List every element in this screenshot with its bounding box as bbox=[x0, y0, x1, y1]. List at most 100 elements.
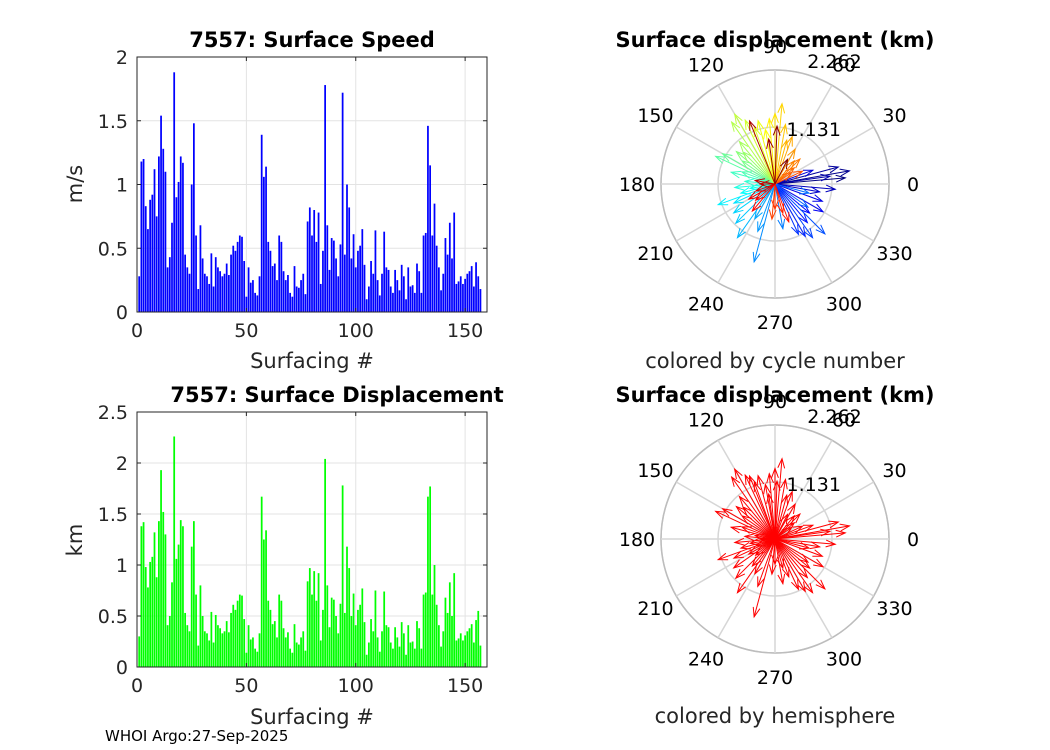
bar-93 bbox=[339, 603, 342, 667]
bar-133 bbox=[427, 125, 429, 312]
polar-angle-label: 60 bbox=[832, 409, 856, 431]
bar-8 bbox=[153, 532, 156, 667]
y-tick-label: 1.5 bbox=[98, 504, 128, 526]
bar-87 bbox=[326, 585, 329, 667]
y-tick-label: 1.5 bbox=[98, 111, 128, 133]
displacement-vector bbox=[774, 183, 824, 213]
displacement-vector bbox=[774, 538, 808, 578]
displacement-vector bbox=[771, 183, 776, 220]
polar-angle-label: 150 bbox=[637, 460, 673, 482]
bar-49 bbox=[243, 261, 246, 312]
bar-101 bbox=[357, 250, 359, 312]
bar-48 bbox=[241, 595, 243, 667]
bar-22 bbox=[184, 254, 186, 312]
speed-y-axis-label: m/s bbox=[63, 165, 87, 203]
bar-85 bbox=[322, 250, 324, 312]
bar-104 bbox=[363, 264, 366, 312]
bar-68 bbox=[284, 280, 287, 312]
bar-31 bbox=[203, 631, 206, 667]
vector-arrowhead bbox=[815, 579, 826, 590]
vector-arrowhead bbox=[780, 478, 788, 490]
polar-radius-label: 1.131 bbox=[787, 119, 841, 141]
vector-arrowhead bbox=[804, 582, 814, 594]
displacement-vector bbox=[738, 141, 776, 185]
bar-71 bbox=[291, 652, 294, 667]
bar-107 bbox=[370, 261, 372, 312]
polar-angle-label: 90 bbox=[763, 36, 787, 58]
bar-66 bbox=[280, 600, 283, 667]
displacement-vector bbox=[774, 183, 823, 202]
speed-bar-chart: 7557: Surface Speed 0 50 100 150 0 0.5 1 1.5 2 S… bbox=[63, 28, 488, 373]
bar-114 bbox=[385, 267, 388, 312]
bar-52 bbox=[249, 282, 252, 312]
bar-24 bbox=[188, 273, 191, 312]
displacement-vector bbox=[774, 538, 826, 590]
displacement-vector bbox=[768, 473, 776, 540]
bar-124 bbox=[407, 625, 410, 667]
bar-147 bbox=[457, 638, 460, 667]
bar-6 bbox=[149, 199, 151, 312]
displacement-vector bbox=[749, 120, 776, 185]
displacement-vector bbox=[774, 183, 813, 238]
vector-arrowhead bbox=[792, 525, 804, 534]
bar-129 bbox=[418, 628, 421, 667]
speed-chart-title: 7557: Surface Speed bbox=[189, 28, 435, 52]
vector-arrowhead bbox=[787, 147, 796, 160]
vector-arrowhead bbox=[785, 135, 793, 147]
bar-28 bbox=[197, 289, 200, 312]
bar-118 bbox=[394, 269, 396, 312]
bar-95 bbox=[343, 612, 346, 667]
bar-155 bbox=[475, 620, 477, 667]
bar-91 bbox=[335, 616, 337, 667]
bar-143 bbox=[448, 222, 451, 312]
displacement-vector bbox=[740, 538, 776, 549]
bar-81 bbox=[313, 571, 316, 667]
bar-11 bbox=[160, 115, 162, 313]
vector-arrowhead bbox=[721, 508, 733, 517]
bar-117 bbox=[392, 292, 394, 312]
bar-76 bbox=[302, 273, 305, 312]
bar-69 bbox=[287, 632, 289, 667]
bar-90 bbox=[333, 240, 335, 312]
bar-96 bbox=[346, 184, 348, 312]
vector-arrowhead bbox=[771, 111, 779, 124]
bar-19 bbox=[177, 181, 180, 312]
vector-arrowhead bbox=[757, 221, 765, 233]
bar-155 bbox=[475, 262, 477, 312]
bar-39 bbox=[221, 276, 224, 312]
bar-54 bbox=[254, 292, 256, 312]
bar-115 bbox=[387, 627, 390, 667]
bar-113 bbox=[383, 231, 386, 312]
bar-58 bbox=[263, 539, 265, 667]
vector-arrowhead bbox=[813, 558, 825, 568]
bar-25 bbox=[190, 184, 193, 312]
vector-arrowhead bbox=[790, 158, 801, 169]
bar-149 bbox=[462, 640, 464, 667]
bar-89 bbox=[330, 238, 333, 312]
vector-arrowhead bbox=[835, 529, 847, 538]
displacement-vector bbox=[757, 120, 776, 185]
polar-angle-label: 180 bbox=[619, 174, 655, 196]
bar-20 bbox=[179, 156, 182, 312]
x-tick-label: 50 bbox=[234, 675, 258, 697]
displacement-vector bbox=[757, 475, 776, 540]
displacement-x-axis-label: Surfacing # bbox=[250, 705, 374, 729]
bar-86 bbox=[324, 85, 326, 312]
bar-89 bbox=[330, 597, 333, 667]
displacement-vector bbox=[722, 153, 776, 185]
bar-77 bbox=[304, 294, 307, 312]
vector-arrowhead bbox=[747, 191, 759, 200]
vector-arrowhead bbox=[729, 170, 742, 179]
vector-arrowhead bbox=[798, 553, 810, 563]
displacement-vector bbox=[774, 538, 810, 549]
displacement-chart-title: 7557: Surface Displacement bbox=[170, 383, 503, 407]
displacement-vector bbox=[754, 538, 776, 575]
vector-arrowhead bbox=[820, 528, 832, 537]
bar-144 bbox=[451, 258, 453, 312]
bar-55 bbox=[256, 651, 259, 667]
bar-132 bbox=[424, 592, 427, 667]
bar-33 bbox=[208, 640, 211, 667]
polar-spoke bbox=[774, 126, 875, 185]
displacement-vector bbox=[774, 124, 786, 185]
vector-arrowhead bbox=[738, 495, 749, 507]
